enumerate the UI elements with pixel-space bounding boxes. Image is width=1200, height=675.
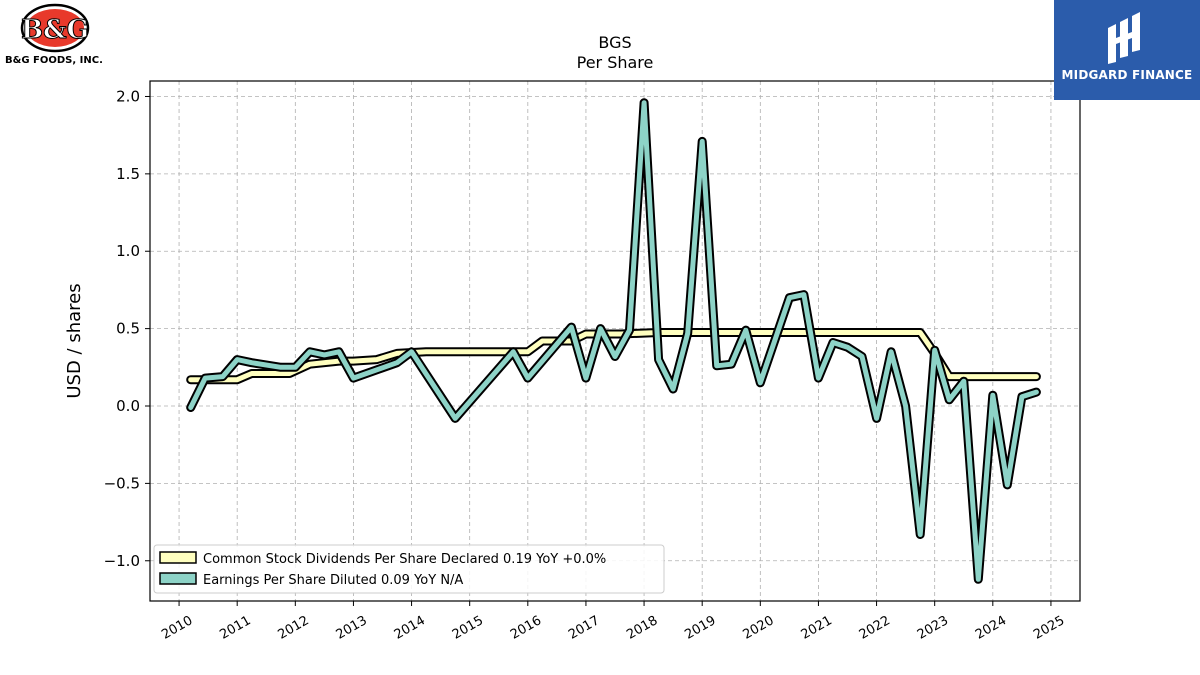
y-tick-label: 1.0 xyxy=(116,242,140,260)
y-tick-label: 1.5 xyxy=(116,165,140,183)
x-tick-label: 2021 xyxy=(799,613,835,643)
legend-label-dividends: Common Stock Dividends Per Share Declare… xyxy=(203,552,606,567)
svg-text:B&G: B&G xyxy=(21,15,89,45)
y-tick-label: −0.5 xyxy=(104,474,140,492)
legend-swatch-eps xyxy=(159,572,197,585)
x-tick-label: 2011 xyxy=(217,613,253,643)
publisher-logo-mark xyxy=(1108,12,1140,64)
x-tick-label: 2014 xyxy=(392,613,428,643)
y-tick-label: −1.0 xyxy=(104,552,140,570)
legend-box xyxy=(153,544,665,594)
y-tick-label: 0.0 xyxy=(116,397,140,415)
series-line-1 xyxy=(188,100,1039,582)
x-tick-label: 2022 xyxy=(857,613,893,643)
publisher-logo: MIDGARD FINANCE xyxy=(1054,0,1200,100)
x-tick-label: 2013 xyxy=(334,613,370,643)
x-tick-label: 2025 xyxy=(1031,613,1067,643)
x-tick-label: 2012 xyxy=(275,613,311,643)
legend-label-eps: Earnings Per Share Diluted 0.09 YoY N/A xyxy=(203,573,463,588)
grid xyxy=(150,81,1080,601)
x-tick-label: 2019 xyxy=(682,613,718,643)
series-lines xyxy=(186,98,1041,584)
x-tick-label: 2010 xyxy=(159,613,195,643)
x-tick-label: 2020 xyxy=(740,613,776,643)
x-tick-label: 2015 xyxy=(450,613,486,643)
plot-frame xyxy=(149,80,1081,602)
legend: Common Stock Dividends Per Share Declare… xyxy=(153,544,665,594)
x-tick-label: 2018 xyxy=(624,613,660,643)
chart-title: BGS xyxy=(598,33,632,52)
company-logo-mark: B&G xyxy=(21,3,89,53)
y-axis-label: USD / shares xyxy=(64,283,85,398)
y-tick-label: 0.5 xyxy=(116,320,140,338)
chart-subtitle: Per Share xyxy=(576,53,654,72)
x-tick-label: 2017 xyxy=(566,613,602,643)
publisher-logo-text: MIDGARD FINANCE xyxy=(1061,68,1193,82)
x-tick-label: 2024 xyxy=(973,613,1009,643)
x-tick-label: 2016 xyxy=(508,613,544,643)
x-tick-label: 2023 xyxy=(915,613,951,643)
company-logo-text: B&G FOODS, INC. xyxy=(5,55,103,66)
y-tick-label: 2.0 xyxy=(116,87,140,105)
series-line-0 xyxy=(188,330,1039,383)
legend-swatch-dividends xyxy=(159,551,197,564)
